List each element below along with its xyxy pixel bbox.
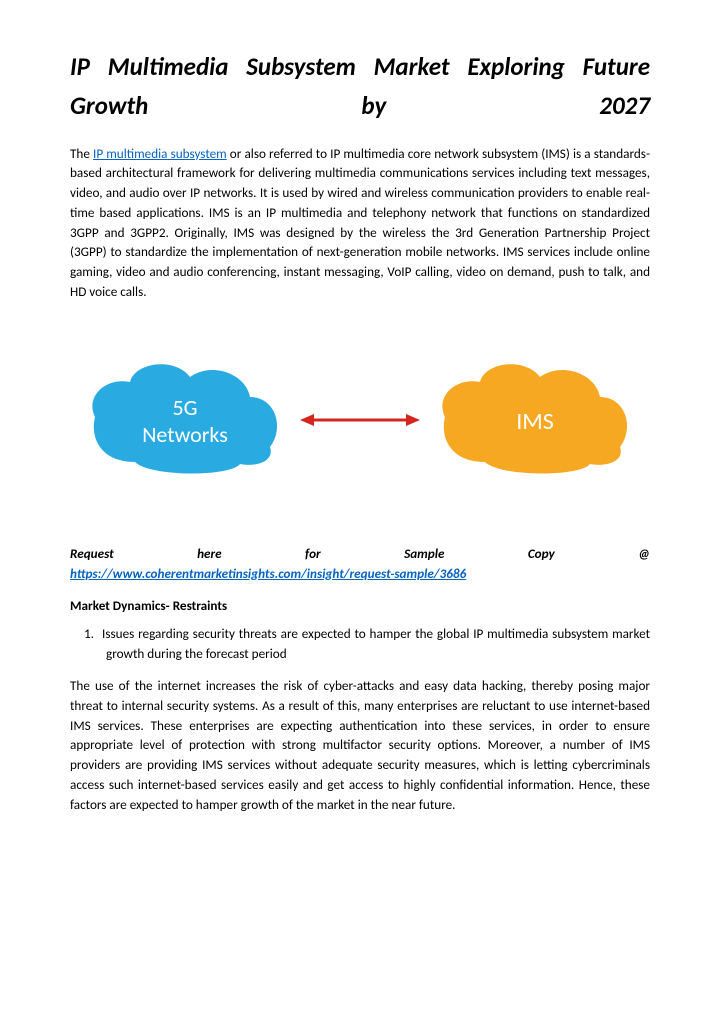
cloud-right-label: IMS (430, 407, 640, 437)
sample-url-link[interactable]: https://www.coherentmarketinsights.com/i… (70, 565, 466, 582)
page-title: IP Multimedia Subsystem Market Exploring… (70, 48, 650, 126)
bidirectional-arrow (300, 412, 420, 428)
ims-link[interactable]: IP multimedia subsystem (93, 145, 227, 162)
req-w1: Request (70, 544, 114, 564)
intro-paragraph: The IP multimedia subsystem or also refe… (70, 144, 650, 302)
req-w3: for (305, 544, 321, 564)
cloud-5g: 5GNetworks (80, 352, 290, 482)
intro-pre: The (70, 145, 93, 162)
market-dynamics-heading: Market Dynamics- Restraints (70, 597, 650, 614)
req-w5: Copy (528, 544, 555, 564)
list-text: Issues regarding security threats are ex… (102, 625, 650, 662)
req-w6: @ (638, 544, 650, 564)
body-paragraph-2: The use of the internet increases the ri… (70, 676, 650, 815)
restraint-list-item: 1.Issues regarding security threats are … (106, 624, 650, 664)
req-w2: here (197, 544, 222, 564)
ims-diagram: 5GNetworks IMS (70, 320, 650, 520)
request-sample-line: Request here for Sample Copy @ https://w… (70, 544, 650, 584)
cloud-ims: IMS (430, 352, 640, 482)
intro-post: or also referred to IP multimedia core n… (70, 145, 650, 301)
req-w4: Sample (404, 544, 444, 564)
cloud-left-label: 5GNetworks (80, 394, 290, 449)
list-number: 1. (84, 624, 102, 644)
